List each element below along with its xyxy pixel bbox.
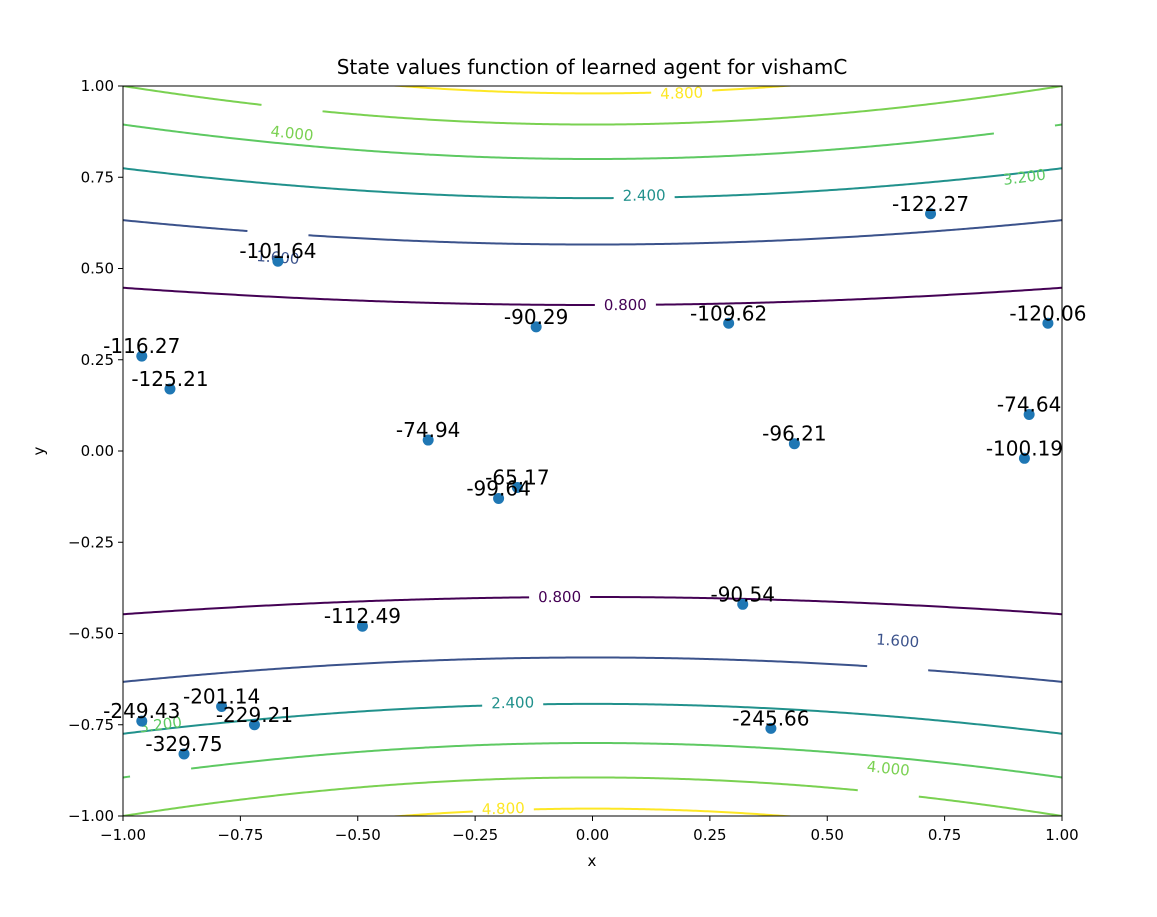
scatter-point [164,383,176,395]
x-tick-label: 0.00 [576,826,609,844]
y-axis-ticks: −1.00 −0.75 −0.50 −0.25 0.00 0.25 0.50 0.75 1.00 [68,77,123,825]
scatter-point [422,434,434,446]
y-tick-label: −0.25 [68,533,114,551]
contour-line-4.800-lower [388,807,797,816]
x-tick-label: 1.00 [1045,826,1078,844]
scatter-points [136,208,1054,760]
y-axis-label: y [30,446,48,455]
scatter-point [136,715,148,727]
point-value-label: -109.62 [690,301,767,325]
point-value-label: -65.17 [485,466,549,490]
contour-level-label: 4.800 [482,799,526,819]
scatter-point [788,438,800,450]
point-value-label: -74.64 [997,393,1061,417]
point-value-label: -125.21 [131,367,208,391]
point-value-label: -249.43 [103,699,180,723]
scatter-point [723,317,735,329]
y-tick-label: −0.75 [68,716,114,734]
y-tick-label: 0.00 [81,442,114,460]
contour-level-label: 4.000 [270,122,315,144]
contour-level-label: 0.800 [538,588,581,606]
point-value-label: -120.06 [1009,301,1086,325]
contour-line-2.400-lower [123,702,1062,735]
y-tick-label: −1.00 [68,807,114,825]
contour-line-4.000-lower [123,776,1062,816]
x-tick-label: −0.25 [452,826,498,844]
scatter-point [1023,409,1035,420]
scatter-point [272,255,284,267]
point-value-label: -99.64 [466,476,530,500]
point-value-label: -101.64 [239,239,316,263]
scatter-point [356,620,368,632]
scatter-point [737,598,749,610]
contour-lines: 4.8004.0003.2002.4001.6000.8000.8001.600… [123,84,1062,819]
point-value-label: -116.27 [103,334,180,358]
contour-line-0.800-upper [123,286,1062,306]
point-value-label: -100.19 [986,436,1063,460]
y-tick-label: −0.50 [68,625,114,643]
point-value-label: -329.75 [145,732,222,756]
contour-line-3.200-upper [123,123,1062,160]
scatter-point [925,208,937,220]
contour-level-label: 3.200 [138,713,183,736]
contour-level-label: 2.400 [623,186,666,205]
contour-level-label: 4.000 [866,757,911,779]
x-tick-label: 0.25 [693,826,726,844]
contour-line-1.600-lower [123,656,1062,683]
scatter-point [765,722,777,734]
y-tick-label: 1.00 [81,77,114,95]
scatter-point [530,321,542,333]
contour-line-1.600-upper [123,219,1062,246]
point-value-label: -122.27 [892,192,969,216]
scatter-point [1018,452,1030,464]
scatter-point [493,492,505,504]
y-tick-label: 0.75 [81,168,114,186]
x-axis-ticks: −1.00 −0.75 −0.50 −0.25 0.00 0.25 0.50 0.75 1.00 [100,816,1079,844]
contour-level-label: 0.800 [604,296,647,314]
scatter-point [511,482,523,493]
point-value-label: -245.66 [732,706,809,730]
point-value-label: -74.94 [396,418,460,442]
contour-line-4.000-upper [123,86,1062,126]
point-value-label: -201.14 [183,685,260,709]
contour-level-label: 1.600 [876,630,920,651]
x-axis-label: x [588,852,597,870]
x-tick-label: 0.75 [928,826,961,844]
contour-level-label: 3.200 [1002,166,1047,189]
scatter-point [1042,317,1054,329]
point-value-label: -90.54 [710,582,774,606]
contour-level-label: 4.800 [660,84,704,104]
chart-title: State values function of learned agent f… [337,55,848,79]
x-tick-label: −0.50 [335,826,381,844]
y-tick-label: 0.25 [81,351,114,369]
x-tick-label: −0.75 [217,826,263,844]
contour-line-0.800-lower [123,596,1062,616]
contour-level-label: 2.400 [491,693,534,712]
point-labels: -122.27 -101.64 -90.29 -109.62 -120.06 -116.2… [103,192,1086,756]
point-value-label: -229.21 [216,703,293,727]
point-value-label: -112.49 [324,604,401,628]
y-tick-label: 0.50 [81,260,114,278]
contour-line-3.200-lower [123,742,1062,779]
contour-line-2.400-upper [123,167,1062,200]
scatter-point [178,748,190,760]
x-tick-label: 0.50 [811,826,844,844]
scatter-point [216,701,228,712]
scatter-point [248,719,260,731]
point-value-label: -90.29 [504,305,568,329]
scatter-point [136,350,148,362]
point-value-label: -96.21 [762,422,826,446]
contour-line-4.800-upper [388,86,797,95]
x-tick-label: −1.00 [100,826,146,844]
